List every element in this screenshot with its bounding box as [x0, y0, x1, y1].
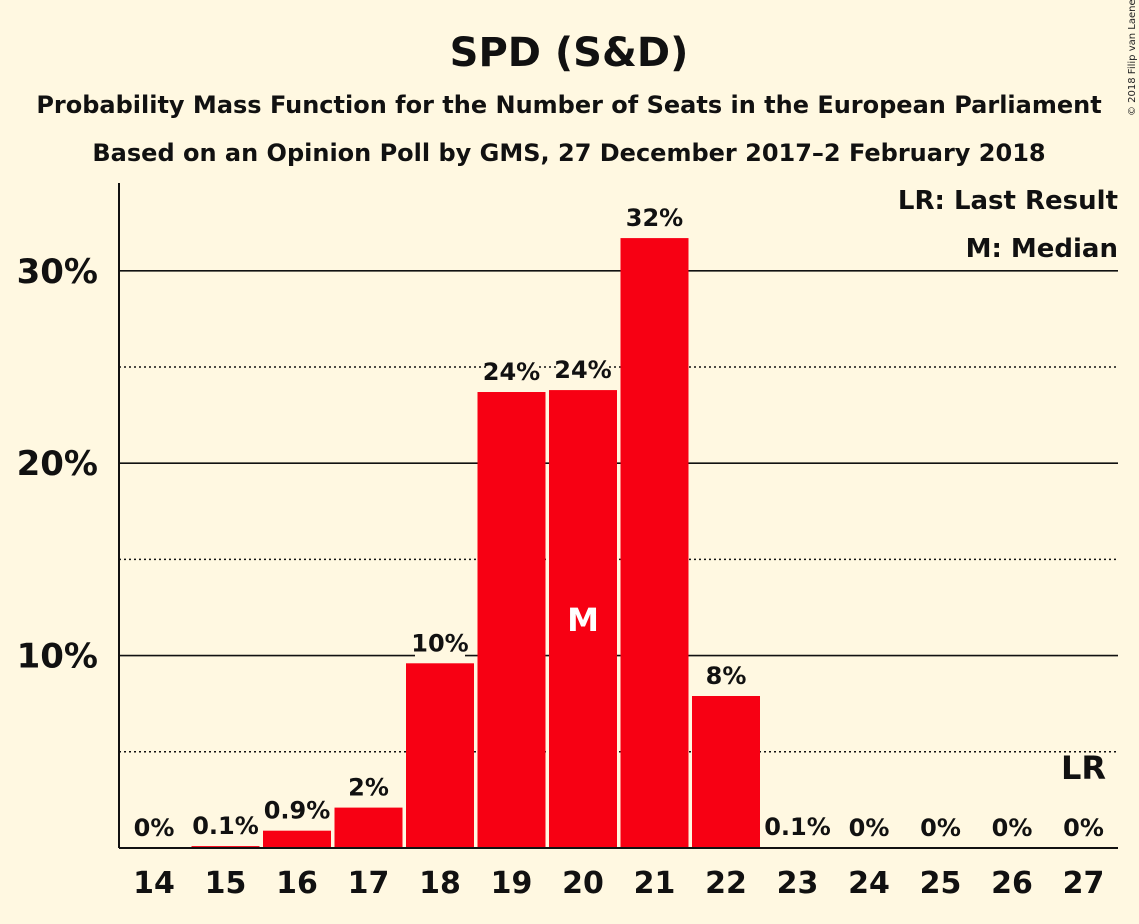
copyright-text: © 2018 Filip van Laenen — [1127, 0, 1138, 116]
data-label: 0% — [134, 814, 175, 842]
data-label-bg — [994, 812, 1030, 842]
x-tick-label: 21 — [634, 866, 676, 901]
median-marker: M — [567, 601, 599, 639]
data-label-bg — [193, 810, 258, 841]
legend-last-result: LR: Last Result — [898, 186, 1118, 216]
x-tick-label: 16 — [276, 866, 318, 901]
data-label: 24% — [483, 358, 540, 386]
bars — [191, 238, 832, 849]
last-result-marker: LR — [1061, 749, 1106, 787]
data-label-bg — [629, 202, 680, 233]
data-label-bg — [265, 794, 329, 825]
data-label: 0% — [849, 814, 890, 842]
bar — [549, 390, 617, 848]
x-tick-label: 27 — [1063, 866, 1105, 901]
data-label-bg — [558, 354, 608, 385]
y-tick-label: 30% — [17, 252, 98, 292]
y-tick-label: 10% — [17, 637, 98, 677]
data-label-bg — [136, 812, 172, 842]
x-tick-label: 17 — [348, 866, 390, 901]
data-label-bg — [851, 812, 887, 842]
bar — [406, 663, 474, 848]
bar — [263, 830, 331, 848]
data-label-bg — [765, 811, 830, 842]
data-label: 24% — [554, 356, 611, 384]
data-label: 2% — [348, 774, 389, 802]
data-label-bg — [922, 812, 959, 842]
x-tick-label: 23 — [777, 866, 819, 901]
bar — [477, 392, 546, 848]
axes: 10% 20% 30% 14 15 16 17 18 19 20 21 22 23 24 25 26 27 — [17, 183, 1118, 901]
bar — [620, 238, 689, 849]
data-label-bg — [1065, 812, 1102, 842]
y-tick-label: 20% — [17, 444, 98, 484]
data-label: 32% — [626, 204, 683, 232]
x-tick-label: 19 — [491, 866, 533, 901]
data-label: 0% — [920, 814, 961, 842]
x-tick-label: 26 — [991, 866, 1033, 901]
x-tick-label: 14 — [133, 866, 175, 901]
data-label: 0% — [1063, 814, 1104, 842]
data-labels: 0% 0.1%0.9%2%10%24% 24%32%8%0.1% 0% 0% 0% 0%ML… — [134, 202, 1106, 842]
data-label-bg — [486, 356, 537, 387]
grid-lines — [119, 269, 1118, 753]
x-tick-label: 20 — [562, 866, 604, 901]
x-tick-label: 25 — [920, 866, 962, 901]
legend-median: M: Median — [966, 234, 1118, 264]
x-tick-label: 18 — [419, 866, 461, 901]
chart-title: SPD (S&D) — [450, 30, 689, 76]
data-label: 0.1% — [192, 812, 259, 840]
chart-subtitle-1: Probability Mass Function for the Number… — [36, 91, 1101, 119]
x-tick-label: 15 — [205, 866, 247, 901]
data-label: 0.1% — [764, 813, 831, 841]
data-label-bg — [708, 660, 744, 691]
data-label: 8% — [706, 662, 747, 690]
data-label-bg — [350, 771, 387, 802]
x-tick-label: 22 — [705, 866, 747, 901]
bar — [334, 807, 403, 848]
x-tick-label: 24 — [848, 866, 890, 901]
chart-subtitle-2: Based on an Opinion Poll by GMS, 27 Dece… — [92, 139, 1045, 167]
data-label: 0.9% — [264, 797, 331, 825]
data-label-bg — [415, 627, 465, 658]
data-label: 0% — [992, 814, 1033, 842]
bar — [692, 696, 760, 848]
data-label: 10% — [411, 629, 468, 657]
